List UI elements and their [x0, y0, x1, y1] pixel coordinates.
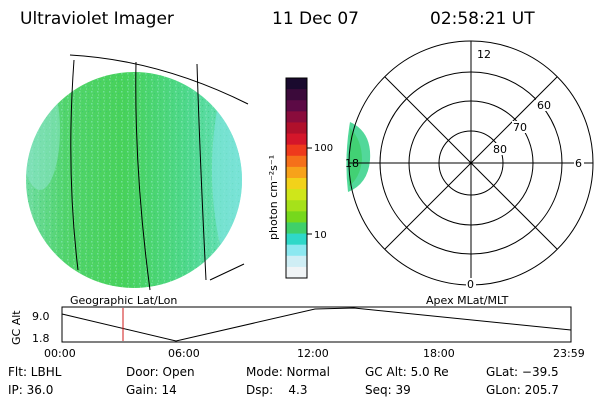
colorbar-cell	[286, 189, 307, 201]
colorbar-cell	[286, 233, 307, 246]
altitude-timeline: GC Alt 9.0 1.8 00:00 06:00 12:00 18:00 2…	[10, 306, 585, 360]
status-glon: GLon: 205.7	[486, 383, 559, 397]
colorbar-tick-100: 100	[314, 143, 333, 154]
colorbar-cell	[286, 166, 307, 179]
colorbar-cell	[286, 78, 307, 90]
mlt-18-label: 18	[345, 157, 359, 170]
altitude-tick-9: 9.0	[32, 310, 50, 323]
status-gain: Gain: 14	[126, 383, 177, 397]
time-tick-0000: 00:00	[44, 347, 76, 360]
mlat-80-label: 80	[493, 143, 507, 156]
instrument-title: Ultraviolet Imager	[20, 9, 174, 29]
status-mode: Mode: Normal	[246, 365, 330, 379]
colorbar-cell	[286, 144, 307, 157]
status-door: Door: Open	[126, 365, 195, 379]
geographic-image	[26, 54, 249, 291]
colorbar-cell	[286, 222, 307, 235]
mlat-60-label: 60	[537, 99, 551, 112]
colorbar-cell	[286, 133, 307, 146]
time-tick-2359: 23:59	[553, 347, 585, 360]
altitude-curve	[61, 307, 572, 342]
mlat-70-label: 70	[513, 121, 527, 134]
colorbar-unit-label: photon cm⁻²s⁻¹	[267, 155, 280, 240]
geo-grid-lines	[69, 54, 249, 291]
status-glat: GLat: −39.5	[486, 365, 559, 379]
mlt-12-label: 12	[477, 48, 491, 61]
colorbar-cell	[286, 200, 307, 212]
mlt-6-label: 6	[575, 157, 582, 170]
altitude-tick-1-8: 1.8	[32, 332, 50, 345]
altitude-ylabel: GC Alt	[10, 310, 23, 345]
colorbar-cell	[286, 122, 307, 135]
time-tick-1800: 18:00	[423, 347, 455, 360]
colorbar-cell	[286, 111, 307, 123]
apex-label: Apex MLat/MLT	[426, 294, 509, 307]
altitude-plot-frame	[61, 306, 572, 343]
geographic-label: Geographic Lat/Lon	[70, 294, 177, 307]
colorbar-cell	[286, 89, 307, 101]
colorbar-cell	[286, 255, 307, 268]
colorbar: 100 10 photon cm⁻²s⁻¹	[267, 77, 333, 279]
status-readout: Flt: LBHL IP: 36.0 Door: Open Gain: 14 M…	[8, 365, 559, 397]
status-dsp: Dsp: 4.3	[246, 383, 308, 397]
time-tick-1200: 12:00	[297, 347, 329, 360]
time-tick-0600: 06:00	[168, 347, 200, 360]
colorbar-cell	[286, 100, 307, 112]
colorbar-cell	[286, 211, 307, 223]
status-flt: Flt: LBHL	[8, 365, 62, 379]
colorbar-cell	[286, 178, 307, 190]
status-seq: Seq: 39	[365, 383, 411, 397]
status-ip: IP: 36.0	[8, 383, 53, 397]
colorbar-cell	[286, 155, 307, 168]
mlt-0-label: 0	[467, 278, 474, 291]
time-label: 02:58:21 UT	[430, 9, 535, 29]
polar-plot: 12 6 0 18 60 70 80	[345, 40, 594, 291]
date-label: 11 Dec 07	[272, 9, 359, 29]
status-gc-alt: GC Alt: 5.0 Re	[365, 365, 449, 379]
colorbar-cell	[286, 266, 307, 279]
colorbar-tick-10: 10	[314, 230, 327, 241]
colorbar-cell	[286, 244, 307, 257]
